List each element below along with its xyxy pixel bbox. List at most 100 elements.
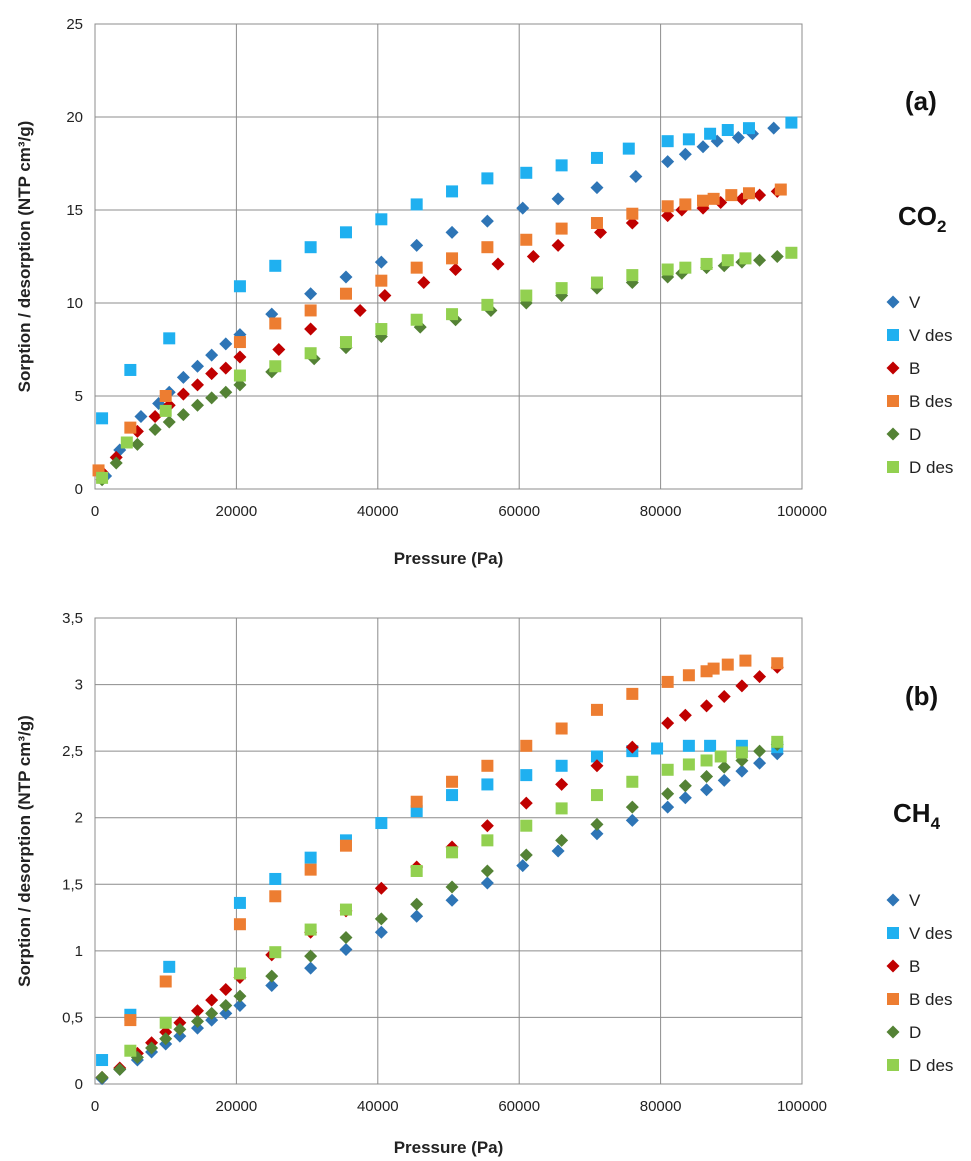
data-point xyxy=(555,833,569,847)
data-point xyxy=(339,903,352,916)
data-point xyxy=(735,679,749,693)
legend-marker xyxy=(886,893,900,907)
data-point xyxy=(191,359,205,373)
data-point xyxy=(269,317,282,330)
y-tick-label: 5 xyxy=(75,388,83,405)
data-point xyxy=(481,778,494,791)
data-point xyxy=(233,280,246,293)
data-point xyxy=(774,183,787,196)
data-point xyxy=(205,367,219,381)
legend-label: D xyxy=(909,425,921,444)
data-point xyxy=(374,881,388,895)
data-point xyxy=(120,436,133,449)
data-point xyxy=(700,769,714,783)
data-point xyxy=(594,225,608,239)
data-point xyxy=(739,252,752,265)
data-point xyxy=(233,896,246,909)
data-point xyxy=(96,412,109,425)
data-point xyxy=(555,222,568,235)
panel-label: (a) xyxy=(905,86,937,116)
data-point xyxy=(304,304,317,317)
data-point xyxy=(590,759,604,773)
legend-marker xyxy=(886,361,900,375)
gas-label-base: CH xyxy=(893,798,931,828)
data-point xyxy=(678,708,692,722)
data-point xyxy=(520,233,533,246)
data-point xyxy=(739,654,752,667)
data-point xyxy=(651,742,664,755)
y-tick-label: 3 xyxy=(75,677,83,694)
data-point xyxy=(753,744,767,758)
y-tick-label: 25 xyxy=(66,16,83,33)
data-point xyxy=(124,1014,137,1027)
y-tick-label: 10 xyxy=(66,295,83,312)
data-point xyxy=(269,890,282,903)
data-point xyxy=(753,670,767,684)
x-tick-label: 40000 xyxy=(357,1098,399,1115)
data-point xyxy=(678,791,692,805)
data-point xyxy=(205,348,219,362)
data-point xyxy=(96,1054,109,1067)
data-point xyxy=(205,1013,219,1027)
data-point xyxy=(481,759,494,772)
data-point xyxy=(555,802,568,815)
data-point xyxy=(707,192,720,205)
data-point xyxy=(304,923,317,936)
legend-marker xyxy=(887,927,899,939)
y-tick-label: 2 xyxy=(75,810,83,827)
data-point xyxy=(551,844,565,858)
legend-marker xyxy=(887,329,899,341)
data-point xyxy=(661,200,674,213)
legend-entry: V xyxy=(886,293,921,312)
data-point xyxy=(682,739,695,752)
data-point xyxy=(700,257,713,270)
data-point xyxy=(625,216,639,230)
data-point xyxy=(661,155,675,169)
chart-panel-0: 0 5 10 15 20 25 0 20000 40000 60000 80000 100000 Pre… xyxy=(15,16,953,568)
y-tick-label: 3,5 xyxy=(62,610,83,627)
data-point xyxy=(590,217,603,230)
data-point xyxy=(410,198,423,211)
data-point xyxy=(753,756,767,770)
data-point xyxy=(753,253,767,267)
data-point xyxy=(145,1041,159,1055)
data-point xyxy=(134,409,148,423)
data-point xyxy=(339,839,352,852)
legend-entry: B des xyxy=(887,990,952,1009)
data-point xyxy=(375,274,388,287)
data-point xyxy=(339,336,352,349)
data-point xyxy=(491,257,505,271)
data-point xyxy=(590,181,604,195)
data-point xyxy=(339,226,352,239)
data-point xyxy=(625,800,639,814)
gas-label-base: CO xyxy=(898,201,937,231)
x-tick-label: 0 xyxy=(91,1098,99,1115)
data-point xyxy=(629,170,643,184)
data-point xyxy=(163,960,176,973)
data-point xyxy=(446,846,459,859)
data-point xyxy=(682,758,695,771)
data-point xyxy=(124,363,137,376)
legend-marker xyxy=(887,993,899,1005)
data-point xyxy=(551,238,565,252)
legend-entry: D des xyxy=(887,458,953,477)
data-point xyxy=(304,347,317,360)
data-point xyxy=(173,1016,187,1030)
legend-marker xyxy=(886,427,900,441)
data-point xyxy=(265,307,279,321)
data-point xyxy=(304,322,318,336)
data-point xyxy=(700,699,714,713)
data-point xyxy=(771,657,784,670)
panel-label: (b) xyxy=(905,681,938,711)
data-point xyxy=(96,471,109,484)
data-point xyxy=(555,759,568,772)
data-point xyxy=(191,398,205,412)
data-point xyxy=(113,1062,127,1076)
data-point xyxy=(304,241,317,254)
x-tick-label: 80000 xyxy=(640,503,682,520)
data-point xyxy=(770,250,784,263)
data-point xyxy=(626,775,639,788)
data-point xyxy=(721,254,734,267)
data-point xyxy=(626,687,639,700)
data-point xyxy=(219,385,233,399)
